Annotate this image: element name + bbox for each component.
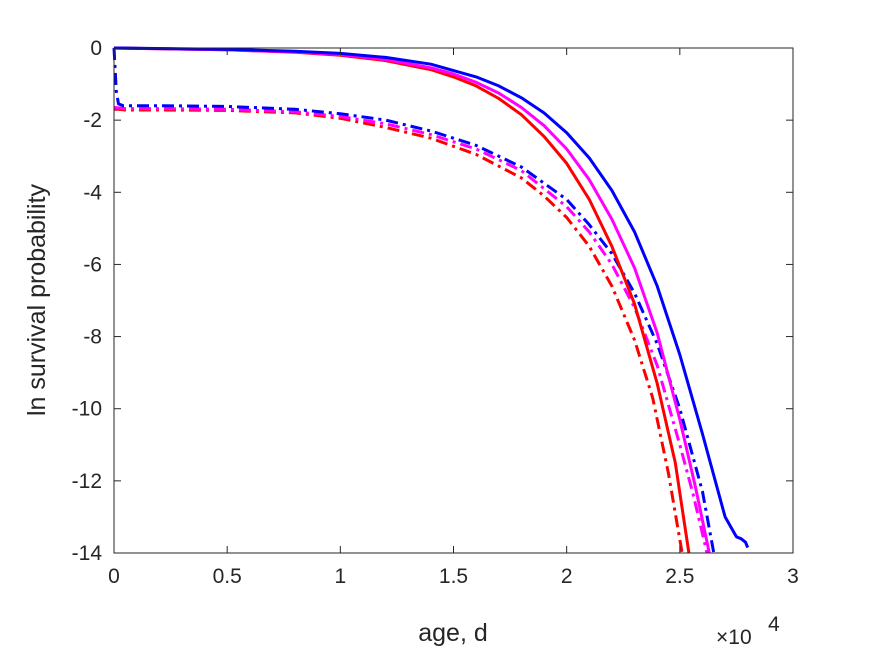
- x-multiplier-exponent: 4: [768, 613, 780, 636]
- series-line-1: [114, 107, 684, 554]
- y-tick-label: -4: [83, 181, 102, 204]
- y-tick-label: -2: [83, 109, 102, 132]
- x-tick-label: 1.5: [439, 565, 468, 588]
- y-tick-label: -12: [72, 470, 102, 493]
- x-tick-label: 2.5: [665, 565, 694, 588]
- y-axis-label: ln survival probability: [23, 183, 51, 416]
- x-tick-label: 2: [561, 565, 573, 588]
- y-tick-label: -14: [72, 542, 103, 565]
- series-line-3: [112, 47, 716, 554]
- x-axis-label: age, d: [418, 619, 488, 647]
- y-tick-label: 0: [90, 37, 102, 60]
- y-tick-label: -6: [83, 253, 102, 276]
- x-tick-label: 1: [334, 565, 346, 588]
- series-line-6: [113, 46, 750, 549]
- x-multiplier: ×10: [716, 626, 752, 649]
- series-line-2: [113, 106, 709, 554]
- x-tick-label: 0.5: [213, 565, 242, 588]
- y-tick-label: -10: [72, 398, 102, 421]
- x-tick-label: 3: [787, 565, 799, 588]
- tick-layer: 0 0.5 1 1.5 2 2.5 3 0 -2 -4 -6 -8 -10 -12 -14: [72, 37, 799, 588]
- x-tick-label: 0: [108, 565, 120, 588]
- plot-area: [114, 48, 793, 553]
- y-tick-label: -8: [83, 326, 102, 349]
